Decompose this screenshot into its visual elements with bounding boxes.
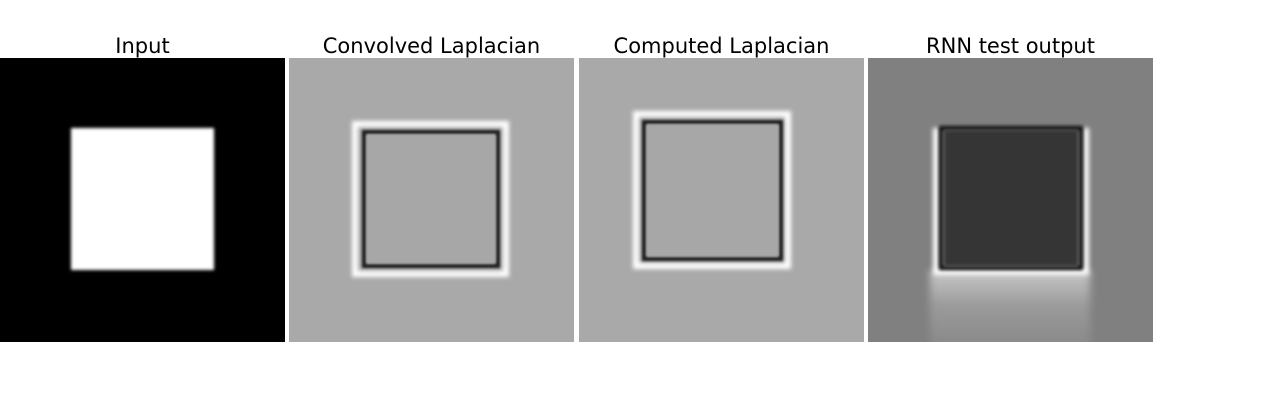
computed-inner-edge <box>642 120 783 261</box>
computed-laplacian-image <box>579 58 864 342</box>
panel-title-rnn-test-output: RNN test output <box>926 34 1095 58</box>
rnn-trail <box>930 270 1090 342</box>
convolved-inner-edge <box>362 130 500 268</box>
computed-outer-edge <box>633 111 791 269</box>
rnn-square <box>944 130 1078 266</box>
convolved-laplacian-image <box>289 58 574 342</box>
rnn-outer-edge <box>933 128 1089 275</box>
input-image <box>0 58 285 342</box>
panel-title-computed-laplacian: Computed Laplacian <box>613 34 830 58</box>
input-square <box>71 128 214 270</box>
panel-title-input: Input <box>115 34 170 58</box>
rnn-inner-edge <box>939 126 1083 270</box>
panel-title-convolved-laplacian: Convolved Laplacian <box>322 34 541 58</box>
rnn-test-output-image <box>868 58 1153 342</box>
convolved-outer-edge <box>352 121 509 277</box>
